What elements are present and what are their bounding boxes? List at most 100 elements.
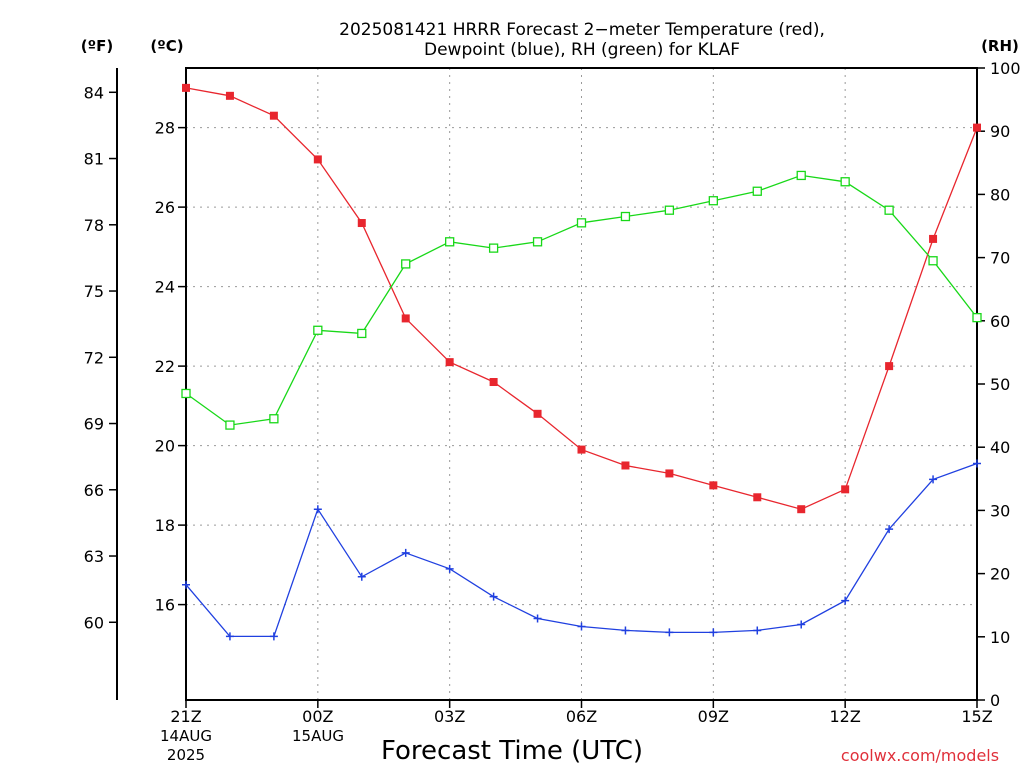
fahrenheit-tick-label: 84 bbox=[84, 83, 104, 102]
rh-point bbox=[576, 218, 587, 228]
dewpoint-point bbox=[357, 572, 366, 581]
temperature-point bbox=[401, 314, 410, 323]
x-tick-label: 00Z bbox=[302, 707, 333, 726]
dewpoint-point bbox=[797, 620, 806, 629]
rh-point bbox=[225, 420, 235, 430]
rh-tick-label: 30 bbox=[990, 501, 1010, 520]
x-axis-title: Forecast Time (UTC) bbox=[381, 736, 643, 766]
rh-point bbox=[796, 170, 806, 181]
rh-point bbox=[445, 237, 455, 247]
rh-tick-label: 60 bbox=[990, 312, 1010, 331]
fahrenheit-tick-label: 60 bbox=[84, 613, 104, 632]
temperature-point bbox=[489, 378, 498, 387]
fahrenheit-tick-label: 78 bbox=[84, 216, 104, 235]
dewpoint-point bbox=[885, 525, 894, 534]
temperature-point bbox=[841, 485, 850, 494]
rh-point bbox=[928, 256, 938, 266]
temperature-point bbox=[445, 358, 454, 367]
rh-point bbox=[752, 186, 762, 196]
date-label-14aug: 14AUG bbox=[160, 727, 212, 745]
celsius-tick-label: 22 bbox=[155, 357, 175, 376]
rh-point bbox=[972, 312, 982, 323]
celsius-tick-label: 24 bbox=[155, 278, 175, 297]
rh-tick-label: 70 bbox=[990, 249, 1010, 268]
temperature-point bbox=[709, 481, 718, 490]
x-tick-label: 15Z bbox=[961, 707, 992, 726]
rh-point bbox=[313, 325, 323, 335]
series-temperature bbox=[182, 83, 981, 514]
temperature-point bbox=[313, 155, 322, 164]
fahrenheit-tick-label: 81 bbox=[84, 150, 104, 169]
rh-point bbox=[532, 237, 543, 247]
series-dewpoint bbox=[182, 459, 981, 641]
rh-point bbox=[357, 328, 367, 339]
dewpoint-point bbox=[225, 632, 234, 641]
rh-point bbox=[401, 259, 411, 269]
data-series bbox=[181, 83, 982, 641]
rh-tick-label: 90 bbox=[990, 122, 1010, 141]
x-tick-label: 09Z bbox=[698, 707, 729, 726]
celsius-tick-label: 16 bbox=[155, 596, 175, 615]
temperature-point bbox=[621, 461, 630, 470]
temperature-point bbox=[973, 123, 981, 132]
celsius-axis-unit: (ºC) bbox=[150, 37, 183, 55]
dewpoint-point bbox=[709, 628, 718, 637]
rh-tick-label: 40 bbox=[990, 438, 1010, 457]
rh-point bbox=[269, 414, 279, 424]
fahrenheit-tick-label: 75 bbox=[84, 282, 104, 301]
series-rh bbox=[181, 170, 982, 430]
fahrenheit-axis-unit: (ºF) bbox=[81, 37, 113, 55]
temperature-point bbox=[357, 219, 366, 228]
celsius-tick-label: 28 bbox=[155, 119, 175, 138]
temperature-point bbox=[182, 83, 190, 92]
credit-link[interactable]: coolwx.com/models bbox=[841, 746, 999, 765]
dewpoint-point bbox=[445, 564, 454, 573]
dewpoint-point bbox=[665, 628, 674, 637]
rh-point bbox=[884, 205, 894, 215]
dewpoint-point bbox=[489, 592, 498, 601]
x-tick-label: 12Z bbox=[830, 707, 861, 726]
dewpoint-point bbox=[182, 580, 190, 589]
rh-tick-label: 10 bbox=[990, 628, 1010, 647]
rh-point bbox=[488, 243, 499, 253]
x-tick-label: 06Z bbox=[566, 707, 597, 726]
dewpoint-point bbox=[269, 632, 278, 641]
dewpoint-point bbox=[533, 614, 542, 623]
rh-tick-label: 50 bbox=[990, 375, 1010, 394]
celsius-tick-label: 18 bbox=[155, 516, 175, 535]
rh-tick-label: 0 bbox=[990, 691, 1000, 710]
rh-point bbox=[181, 388, 191, 399]
rh-point bbox=[708, 196, 718, 206]
x-tick-label: 21Z bbox=[170, 707, 201, 726]
dewpoint-point bbox=[577, 622, 586, 631]
fahrenheit-tick-label: 66 bbox=[84, 481, 104, 500]
temperature-point bbox=[225, 91, 234, 100]
chart-title-line-1: 2025081421 HRRR Forecast 2−meter Tempera… bbox=[339, 20, 825, 40]
grid-lines bbox=[186, 68, 977, 700]
date-label-15aug: 15AUG bbox=[292, 727, 344, 745]
dewpoint-point bbox=[753, 626, 762, 635]
date-label-2025: 2025 bbox=[167, 746, 205, 764]
rh-point bbox=[840, 177, 850, 187]
fahrenheit-tick-label: 63 bbox=[84, 547, 104, 566]
dewpoint-point bbox=[621, 626, 630, 635]
fahrenheit-tick-label: 72 bbox=[84, 348, 104, 367]
rh-point bbox=[664, 205, 675, 215]
temperature-point bbox=[797, 505, 806, 514]
temperature-point bbox=[269, 111, 278, 120]
rh-tick-label: 80 bbox=[990, 185, 1010, 204]
rh-point bbox=[620, 211, 631, 222]
temperature-point bbox=[753, 493, 762, 502]
rh-tick-label: 100 bbox=[990, 59, 1021, 78]
temperature-point bbox=[929, 234, 938, 243]
temperature-point bbox=[577, 445, 586, 454]
celsius-tick-label: 20 bbox=[155, 437, 175, 456]
axis-ticks: 21Z 00Z 03Z 06Z 09Z 12Z 15Z 16 18 20 22 24 26 28 60 63 6… bbox=[84, 59, 1021, 726]
dewpoint-point bbox=[841, 596, 850, 605]
temperature-point bbox=[885, 362, 894, 371]
temperature-point bbox=[665, 469, 674, 478]
rh-tick-label: 20 bbox=[990, 565, 1010, 584]
dewpoint-point bbox=[401, 548, 410, 557]
temperature-point bbox=[533, 409, 542, 418]
